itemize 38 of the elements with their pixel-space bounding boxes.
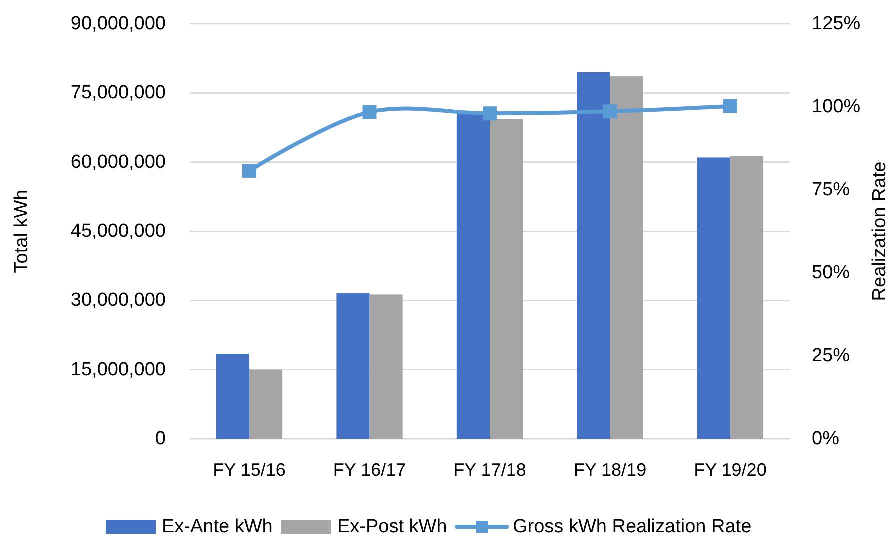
bar: [336, 293, 370, 439]
point: [603, 104, 618, 119]
y-tick-label: 0: [155, 428, 166, 450]
x-tick-label: FY 17/18: [454, 460, 526, 480]
x-tick-label: FY 15/16: [213, 460, 286, 480]
point: [483, 106, 497, 121]
y2-tick-label: 75%: [812, 180, 850, 200]
point: [362, 105, 377, 120]
bar: [697, 158, 730, 439]
y-tick-label: 75,000,000: [70, 82, 166, 104]
y2-axis-title: Realization Rate: [870, 162, 890, 302]
bar: [370, 294, 403, 439]
bar: [577, 72, 610, 439]
bar: [490, 118, 524, 439]
legend-label: Ex-Post kWh: [338, 516, 448, 538]
point: [242, 164, 257, 178]
bar: [456, 114, 490, 439]
point: [723, 99, 738, 114]
bar: [216, 354, 250, 439]
y2-tick-label: 125%: [812, 14, 861, 34]
y2-tick-label: 0%: [812, 428, 840, 450]
x-tick-label: FY 19/20: [694, 460, 767, 480]
y2-tick-label: 100%: [812, 96, 861, 118]
bar: [730, 156, 764, 439]
y2-tick-label: 50%: [812, 262, 850, 284]
legend-label: Gross kWh Realization Rate: [513, 516, 752, 538]
x-tick-label: FY 18/19: [574, 460, 647, 480]
y-tick-label: 90,000,000: [70, 14, 166, 34]
x-tick-label: FY 16/17: [333, 460, 406, 480]
y2-tick-label: 25%: [812, 346, 850, 366]
y-axis-title: Total kWh: [12, 190, 32, 274]
y-tick-label: 15,000,000: [70, 359, 166, 380]
legend-label: Ex-Ante kWh: [162, 516, 273, 538]
y-tick-label: 60,000,000: [70, 152, 166, 173]
bar: [610, 76, 644, 439]
bar: [250, 370, 283, 439]
y-tick-label: 45,000,000: [70, 221, 166, 242]
y-tick-label: 30,000,000: [70, 290, 166, 312]
